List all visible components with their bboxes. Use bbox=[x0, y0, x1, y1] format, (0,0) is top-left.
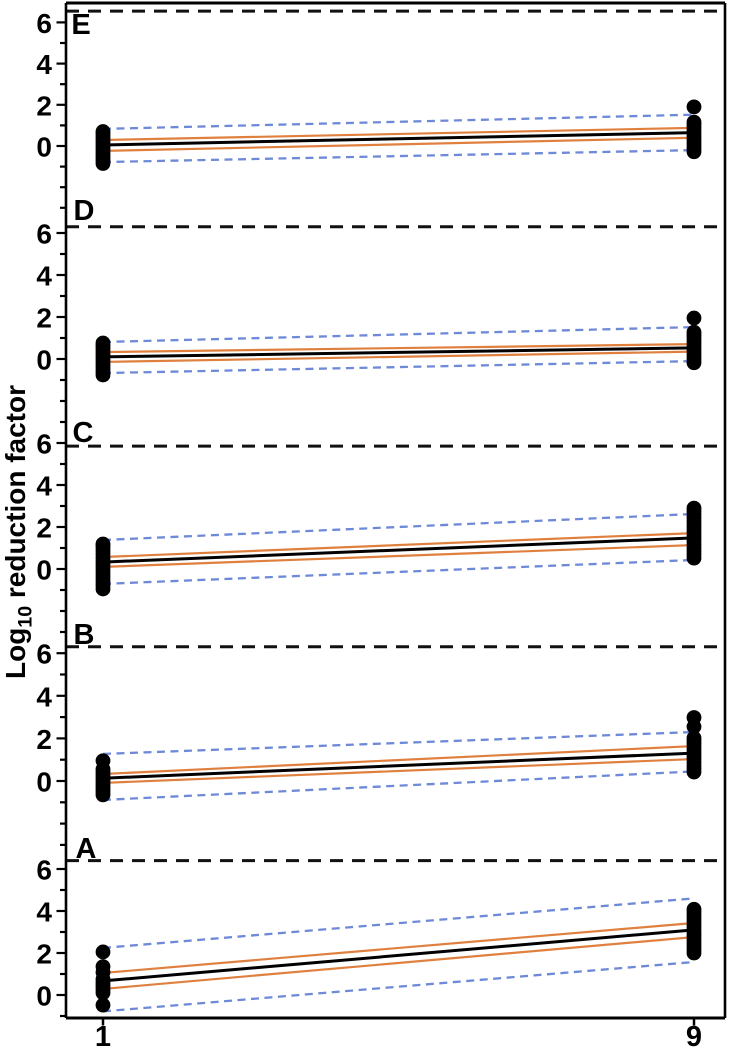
confidence-band-upper bbox=[102, 921, 695, 975]
confidence-band-lower bbox=[102, 757, 695, 785]
y-tick-label: 6 bbox=[36, 639, 52, 670]
prediction-band-upper bbox=[102, 113, 695, 131]
y-axis-title-rest: reduction factor bbox=[0, 384, 31, 606]
prediction-band-lower bbox=[102, 770, 695, 802]
confidence-band-upper bbox=[102, 744, 695, 776]
prediction-band-upper bbox=[102, 897, 695, 950]
y-tick-label: 0 bbox=[36, 345, 52, 376]
data-point bbox=[95, 944, 111, 960]
data-point bbox=[686, 99, 702, 115]
data-point bbox=[95, 536, 111, 552]
regression-line bbox=[102, 346, 695, 359]
data-point bbox=[95, 959, 111, 975]
data-point bbox=[686, 730, 702, 746]
data-point bbox=[95, 124, 111, 139]
y-tick-label: 2 bbox=[36, 513, 52, 544]
y-tick-label: 2 bbox=[36, 90, 52, 121]
panel-label-C: C bbox=[73, 417, 94, 449]
regression-line bbox=[102, 751, 695, 780]
confidence-band-upper bbox=[102, 531, 695, 559]
panel-label-B: B bbox=[74, 619, 95, 651]
data-point bbox=[686, 901, 702, 917]
panel-label-D: D bbox=[74, 195, 95, 227]
panel-label-A: A bbox=[76, 833, 97, 865]
y-tick-label: 4 bbox=[36, 681, 52, 712]
prediction-band-lower bbox=[102, 148, 695, 164]
y-tick-label: 4 bbox=[36, 471, 52, 502]
prediction-band-upper bbox=[102, 512, 695, 542]
data-point bbox=[686, 114, 702, 130]
confidence-band-lower bbox=[102, 935, 695, 991]
y-tick-label: 2 bbox=[36, 303, 52, 334]
confidence-band-upper bbox=[102, 126, 695, 142]
data-point bbox=[686, 324, 702, 340]
y-axis-title-subscript: 10 bbox=[14, 605, 37, 628]
confidence-band-lower bbox=[102, 350, 695, 364]
x-tick-label: 1 bbox=[95, 1021, 111, 1048]
y-tick-label: 0 bbox=[36, 981, 52, 1012]
regression-line bbox=[102, 928, 695, 983]
y-axis-title: Log10 reduction factor bbox=[0, 332, 37, 732]
y-tick-label: 2 bbox=[36, 939, 52, 970]
data-point bbox=[95, 753, 111, 769]
data-point bbox=[686, 710, 702, 725]
data-point bbox=[95, 335, 111, 351]
y-tick-label: 0 bbox=[36, 555, 52, 586]
prediction-band-upper bbox=[102, 730, 695, 756]
x-tick-label: 9 bbox=[686, 1021, 702, 1048]
y-tick-label: 4 bbox=[36, 49, 52, 80]
data-point bbox=[686, 500, 702, 516]
y-tick-label: 0 bbox=[36, 767, 52, 798]
y-axis-title-text: Log bbox=[0, 627, 31, 680]
prediction-band-lower bbox=[102, 359, 695, 375]
regression-line bbox=[102, 131, 695, 147]
confidence-band-lower bbox=[102, 543, 695, 568]
prediction-band-lower bbox=[102, 960, 695, 1013]
y-tick-label: 6 bbox=[36, 8, 52, 39]
confidence-band-lower bbox=[102, 136, 695, 153]
prediction-band-lower bbox=[102, 558, 695, 586]
y-tick-label: 6 bbox=[36, 855, 52, 886]
y-tick-label: 4 bbox=[36, 261, 52, 292]
regression-line bbox=[102, 536, 695, 564]
y-tick-label: 4 bbox=[36, 897, 52, 928]
confidence-band-upper bbox=[102, 342, 695, 354]
y-tick-label: 2 bbox=[36, 724, 52, 755]
panel-label-E: E bbox=[71, 9, 90, 41]
y-tick-label: 6 bbox=[36, 429, 52, 460]
data-point bbox=[686, 310, 702, 326]
y-tick-label: 0 bbox=[36, 132, 52, 163]
prediction-band-upper bbox=[102, 325, 695, 344]
data-point bbox=[95, 997, 111, 1013]
y-tick-label: 6 bbox=[36, 219, 52, 250]
